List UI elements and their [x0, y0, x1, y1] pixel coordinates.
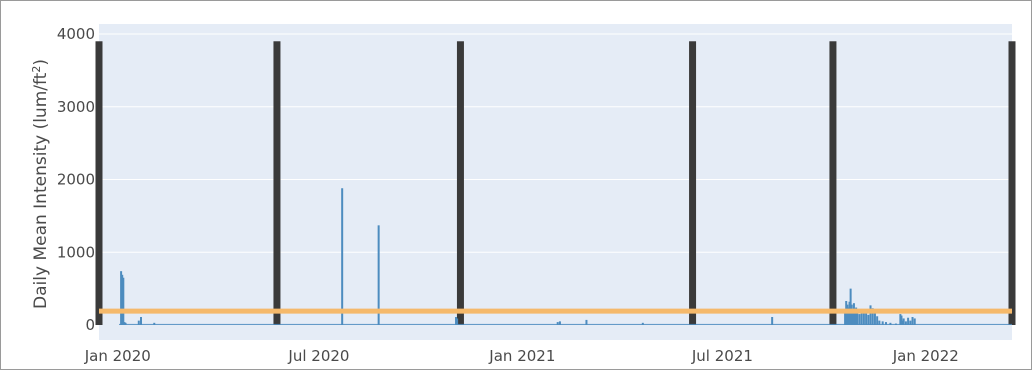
y-axis-title-suffix: )	[31, 59, 51, 66]
data-bar	[341, 188, 344, 325]
data-bar	[852, 303, 855, 325]
vertical-marker	[689, 41, 697, 326]
x-tick-label: Jan 2020	[84, 347, 151, 365]
y-tick-label: 3000	[57, 98, 95, 116]
data-bar	[771, 316, 774, 325]
data-bar	[377, 225, 380, 325]
data-bar	[881, 321, 884, 325]
data-bar	[913, 318, 916, 325]
y-axis-title-text: Daily Mean Intensity (lum/ft	[31, 72, 51, 309]
x-tick-labels: Jan 2020 Jul 2020 Jan 2021 Jul 2021 Jan 2022	[84, 347, 959, 365]
vertical-marker	[456, 41, 464, 326]
baseline-band	[119, 323, 1012, 325]
data-bar	[854, 310, 857, 325]
y-axis-title: Daily Mean Intensity (lum/ft2)	[30, 59, 51, 309]
data-bar	[556, 322, 559, 325]
x-tick-label: Jan 2021	[488, 347, 555, 365]
data-bar	[120, 271, 123, 325]
vertical-marker	[273, 41, 281, 326]
data-bar	[909, 320, 912, 325]
data-bar	[124, 322, 127, 325]
data-bar	[858, 314, 861, 325]
y-tick-label: 1000	[57, 243, 95, 261]
y-axis-title-superscript: 2	[30, 66, 43, 73]
vertical-marker	[95, 41, 103, 326]
data-bar	[455, 316, 458, 325]
data-bar	[846, 304, 849, 325]
data-bar	[140, 316, 143, 325]
data-bar	[876, 316, 879, 325]
data-bar	[907, 317, 910, 325]
data-bar	[850, 304, 853, 325]
data-bar	[871, 308, 874, 325]
data-bar	[860, 308, 863, 325]
data-bar	[904, 321, 907, 325]
data-bar	[153, 322, 156, 325]
y-tick-labels: 0 1000 2000 3000 4000	[57, 25, 95, 334]
x-tick-label: Jan 2022	[892, 347, 959, 365]
data-bar	[844, 310, 847, 325]
y-tick-label: 4000	[57, 25, 95, 43]
data-bar	[884, 322, 887, 325]
data-bar	[585, 319, 588, 325]
data-bar	[137, 320, 140, 325]
data-bar	[847, 307, 850, 325]
data-bar	[869, 305, 872, 325]
data-bar	[878, 320, 881, 325]
data-bar	[851, 308, 854, 325]
data-bar	[862, 311, 865, 325]
y-tick-label: 2000	[57, 171, 95, 189]
data-bar	[855, 307, 858, 325]
y-tick-label: 0	[85, 316, 95, 334]
data-bar	[122, 277, 125, 325]
data-bar	[899, 314, 902, 325]
data-bar	[856, 311, 859, 325]
x-tick-label: Jul 2021	[691, 347, 753, 365]
y-gridlines	[99, 33, 1012, 253]
data-bar	[456, 318, 459, 325]
data-bar	[902, 318, 905, 325]
data-bar	[558, 321, 561, 325]
data-bar	[911, 316, 914, 325]
data-bar	[867, 314, 870, 325]
data-bars	[119, 188, 1012, 325]
data-bar	[641, 322, 644, 325]
data-bar	[900, 315, 903, 325]
data-bar	[123, 322, 126, 325]
vertical-marker	[829, 41, 837, 326]
vertical-marker	[1008, 41, 1016, 326]
x-tick-label: Jul 2020	[287, 347, 349, 365]
data-bar	[121, 274, 124, 325]
data-bar	[873, 310, 876, 325]
data-bar	[894, 323, 897, 325]
vertical-markers	[95, 41, 1016, 326]
data-bar	[849, 288, 852, 325]
data-bar	[865, 313, 868, 325]
plot-area	[99, 24, 1012, 340]
data-bar	[901, 320, 904, 325]
data-bar	[889, 322, 892, 325]
